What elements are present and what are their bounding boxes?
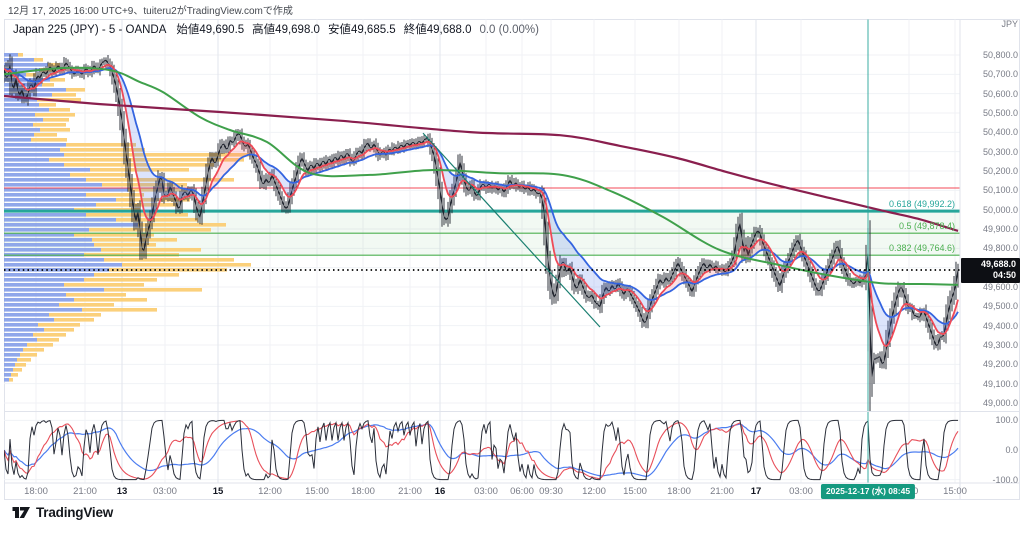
chart-caption: 12月 17, 2025 16:00 UTC+9、tuiteru2がTradin… [8, 6, 293, 17]
